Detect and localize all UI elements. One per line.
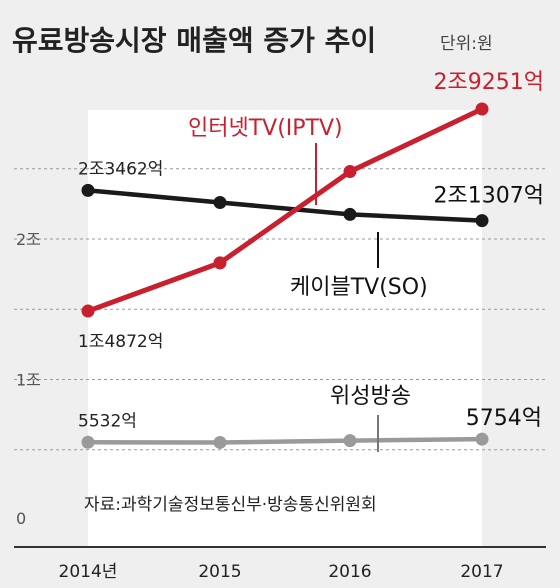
data-label: 5754억 xyxy=(466,406,542,431)
data-label: 1조4872억 xyxy=(78,332,163,352)
data-label: 2조1307억 xyxy=(434,184,544,209)
y-tick-label: 1조 xyxy=(16,371,41,390)
data-point xyxy=(213,256,227,270)
data-point xyxy=(475,214,489,228)
data-point xyxy=(343,434,357,448)
data-point xyxy=(475,102,489,116)
chart-title: 유료방송시장 매출액 증가 추이 xyxy=(12,24,376,57)
data-point xyxy=(81,304,95,318)
x-tick-label: 2015 xyxy=(198,562,241,582)
plot-highlight-band xyxy=(88,110,482,547)
x-tick-label: 2017 xyxy=(460,562,503,582)
series-leader-lines xyxy=(315,143,379,452)
data-point xyxy=(81,435,95,449)
data-label: 2조3462억 xyxy=(78,159,163,179)
data-label: 2조9251억 xyxy=(434,70,544,95)
x-axis: 2014년 2015 2016 2017 xyxy=(59,562,504,582)
source-note: 자료:과학기술정보통신부·방송통신위원회 xyxy=(84,495,377,515)
y-tick-label: 2조 xyxy=(16,230,41,249)
grid xyxy=(14,168,546,548)
x-tick-label: 2014년 xyxy=(59,562,118,582)
data-labels: 1조4872억 2조9251억 2조3462억 2조1307억 5532억 5754억 xyxy=(78,70,544,431)
series-name: 케이블TV(SO) xyxy=(290,275,428,300)
series-name: 위성방송 xyxy=(330,384,411,409)
data-point xyxy=(343,207,357,221)
data-point xyxy=(213,195,227,209)
series-line xyxy=(85,106,485,314)
series-name: 인터넷TV(IPTV) xyxy=(188,116,343,141)
series-names: 인터넷TV(IPTV) 케이블TV(SO) 위성방송 xyxy=(188,116,428,409)
y-axis: 0 1조 2조 xyxy=(16,230,41,528)
data-point xyxy=(475,432,489,446)
unit-label: 단위:원 xyxy=(440,34,493,54)
data-point xyxy=(213,435,227,449)
data-label: 5532억 xyxy=(78,411,137,431)
series-line xyxy=(85,188,485,223)
x-tick-label: 2016 xyxy=(328,562,371,582)
y-tick-label: 0 xyxy=(16,509,26,528)
series-line xyxy=(85,436,485,445)
series xyxy=(81,102,489,449)
data-point xyxy=(81,183,95,197)
data-point xyxy=(343,165,357,179)
